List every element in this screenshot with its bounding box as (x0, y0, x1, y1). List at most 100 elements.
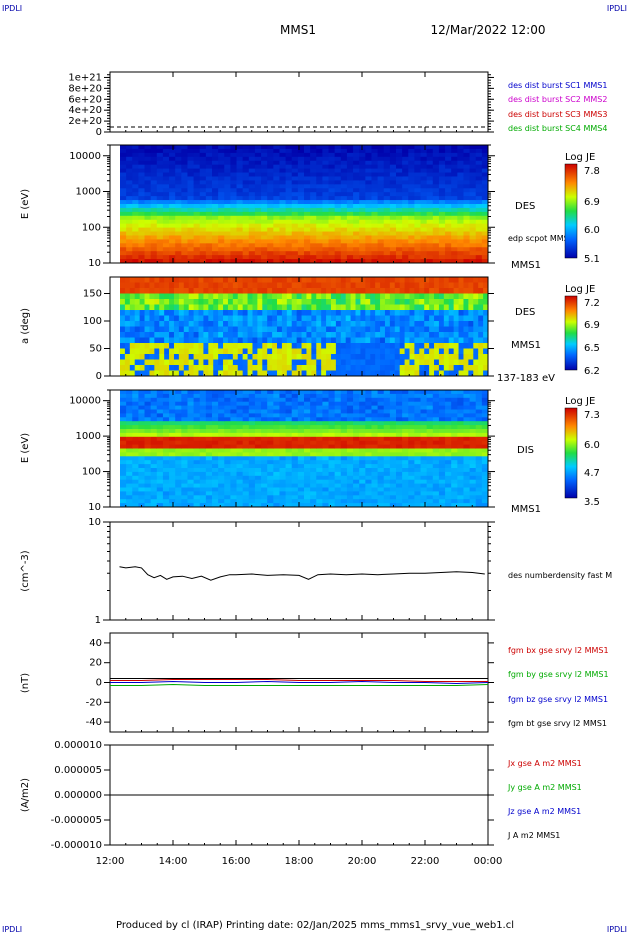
spectrogram-cell (218, 188, 225, 193)
spectrogram-cell (335, 348, 342, 355)
spectrogram-cell (443, 370, 450, 377)
spectrogram-cell (481, 223, 489, 229)
spectrogram-cell (205, 235, 213, 240)
spectrogram-cell (139, 288, 146, 294)
spectrogram-cell (365, 479, 372, 485)
spectrogram-cell (468, 348, 474, 355)
spectrogram-cell (322, 444, 330, 449)
spectrogram-cell (414, 293, 420, 300)
spectrogram-cell (279, 192, 287, 197)
spectrogram-cell (208, 310, 214, 316)
spectrogram-cell (291, 401, 299, 407)
spectrogram-cell (326, 365, 332, 371)
spectrogram-cell (414, 503, 422, 508)
spectrogram-cell (371, 475, 379, 481)
spectrogram-cell (193, 239, 201, 244)
spectrogram-cell (224, 393, 231, 399)
spectrogram-cell (126, 393, 133, 399)
spectrogram-cell (159, 343, 165, 349)
spectrogram-cell (120, 259, 127, 264)
spectrogram-cell (365, 491, 372, 496)
spectrogram-cell (175, 231, 182, 236)
spectrogram-cell (193, 495, 201, 500)
spectrogram-cell (126, 176, 133, 181)
spectrogram-cell (291, 156, 299, 162)
spectrogram-cell (330, 288, 337, 294)
spectrogram-cell (360, 337, 366, 344)
spectrogram-cell (291, 483, 299, 488)
spectrogram-cell (383, 405, 391, 410)
spectrogram-cell (159, 321, 165, 327)
spectrogram-cell (434, 293, 440, 300)
spectrogram-cell (396, 204, 403, 209)
spectrogram-cell (150, 475, 158, 481)
spectrogram-cell (334, 429, 342, 434)
spectrogram-cell (384, 293, 391, 300)
spectrogram-cell (304, 251, 311, 256)
spectrogram-cell (286, 348, 293, 355)
spectrogram-cell (457, 172, 464, 177)
spectrogram-cell (230, 393, 238, 399)
spectrogram-cell (451, 475, 458, 481)
spectrogram-cell (281, 299, 288, 305)
spectrogram-cell (321, 326, 327, 333)
spectrogram-cell (443, 365, 450, 371)
spectrogram-cell (326, 310, 332, 316)
spectrogram-cell (273, 215, 280, 221)
spectrogram-cell (463, 315, 469, 322)
spectrogram-cell (175, 251, 182, 256)
spectrogram-cell (335, 343, 342, 349)
spectrogram-cell (273, 460, 280, 465)
spectrogram-cell (350, 277, 357, 283)
spectrogram-cell (273, 390, 280, 395)
spectrogram-cell (230, 460, 238, 465)
spectrogram-cell (420, 247, 428, 252)
spectrogram-cell (159, 370, 165, 377)
spectrogram-cell (150, 259, 158, 264)
spectrogram-cell (328, 215, 336, 221)
spectrogram-cell (236, 471, 244, 477)
spectrogram-cell (463, 326, 469, 333)
spectrogram-cell (198, 288, 204, 294)
spectrogram-cell (218, 223, 225, 229)
spectrogram-cell (139, 365, 146, 371)
spectrogram-cell (322, 239, 330, 244)
spectrogram-cell (359, 483, 366, 488)
spectrogram-cell (205, 215, 213, 221)
spectrogram-cell (340, 359, 347, 366)
spectrogram-cell (291, 321, 298, 327)
spectrogram-cell (463, 310, 469, 316)
spectrogram-cell (224, 405, 231, 410)
spectrogram-cell (218, 359, 224, 366)
spectrogram-cell (169, 176, 176, 181)
spectrogram-cell (316, 200, 323, 205)
spectrogram-cell (132, 200, 139, 205)
spectrogram-cell (434, 282, 440, 289)
spectrogram-cell (261, 188, 268, 193)
spectrogram-cell (483, 321, 489, 327)
spectrogram-cell (394, 321, 401, 327)
spectrogram-cell (389, 405, 397, 410)
spectrogram-cell (365, 219, 372, 225)
spectrogram-cell (199, 397, 207, 403)
spectrogram-cell (360, 359, 366, 366)
spectrogram-cell (262, 332, 268, 338)
spectrogram-cell (181, 255, 188, 260)
spectrogram-cell (261, 148, 268, 154)
spectrogram-cell (144, 448, 152, 453)
spectrogram-cell (178, 365, 185, 371)
spectrogram-cell (396, 184, 403, 189)
spectrogram-cell (181, 409, 188, 414)
spectrogram-cell (224, 247, 231, 252)
spectrogram-cell (402, 421, 409, 426)
spectrogram-cell (159, 337, 165, 344)
spectrogram-cell (389, 452, 397, 457)
spectrogram-cell (169, 200, 176, 205)
spectrogram-cell (408, 452, 415, 457)
spectrogram-cell (159, 304, 165, 311)
spectrogram-cell (162, 440, 170, 446)
spectrogram-cell (159, 359, 165, 366)
spectrogram-cell (286, 299, 293, 305)
spectrogram-cell (328, 235, 336, 240)
spectrogram-cell (434, 365, 440, 371)
